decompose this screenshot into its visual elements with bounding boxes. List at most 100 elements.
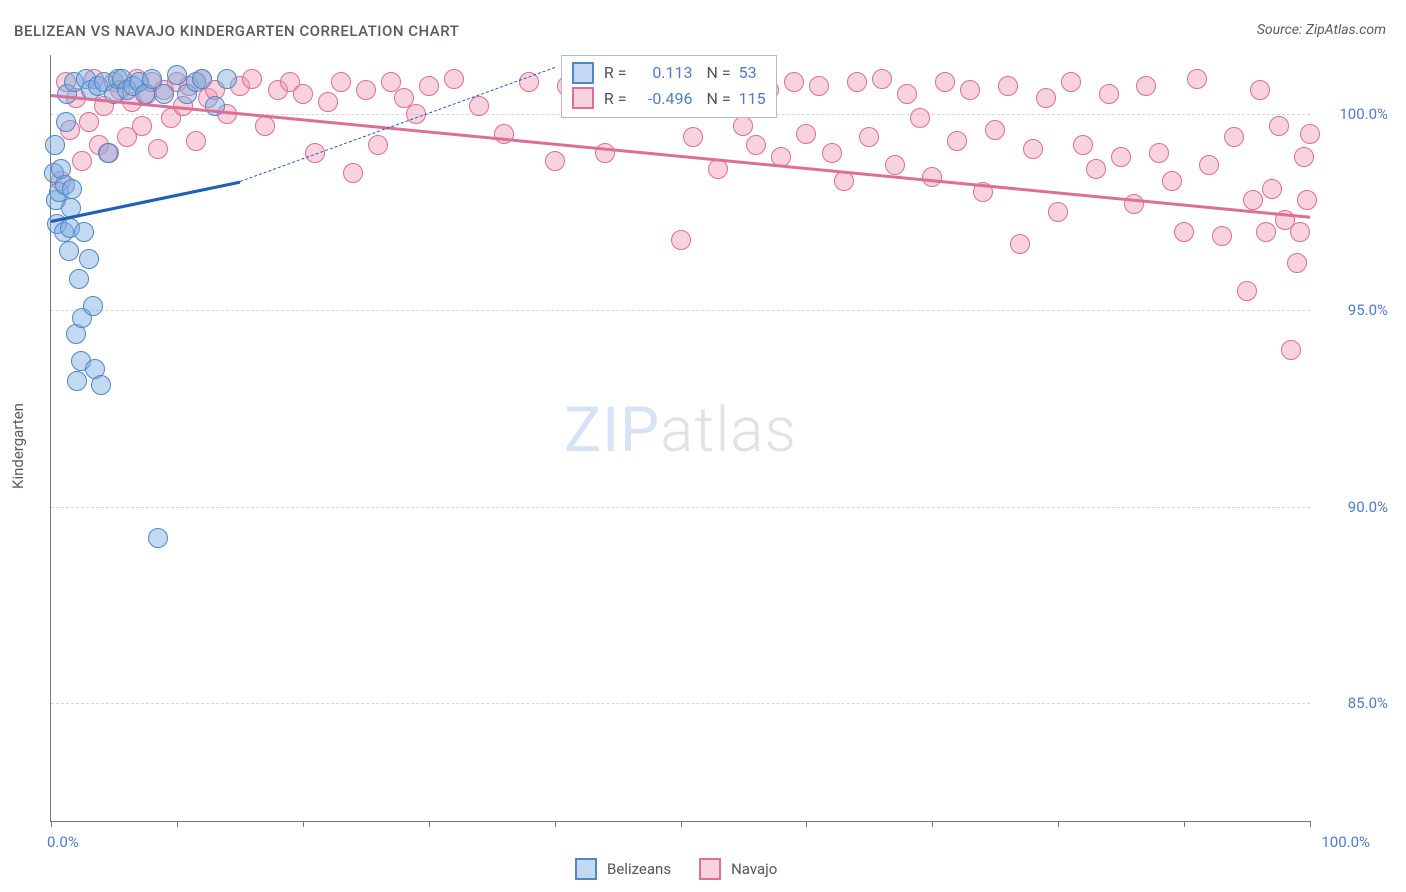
xtick bbox=[177, 821, 178, 827]
scatter-point-navajo bbox=[1073, 135, 1093, 155]
xtick bbox=[681, 821, 682, 827]
scatter-point-navajo bbox=[1256, 222, 1276, 242]
scatter-point-navajo bbox=[897, 84, 917, 104]
scatter-point-navajo bbox=[255, 116, 275, 136]
watermark: ZIPatlas bbox=[564, 394, 797, 467]
scatter-point-navajo bbox=[847, 72, 867, 92]
scatter-point-belizeans bbox=[79, 249, 99, 269]
scatter-point-belizeans bbox=[59, 241, 79, 261]
scatter-point-navajo bbox=[922, 167, 942, 187]
scatter-point-navajo bbox=[1297, 190, 1317, 210]
scatter-point-belizeans bbox=[74, 222, 94, 242]
scatter-point-belizeans bbox=[45, 135, 65, 155]
xtick bbox=[1310, 821, 1311, 827]
scatter-point-navajo bbox=[1048, 202, 1068, 222]
scatter-point-navajo bbox=[368, 135, 388, 155]
stats-row-belizeans: R = 0.113 N = 53 bbox=[572, 60, 766, 86]
scatter-point-navajo bbox=[293, 84, 313, 104]
scatter-point-navajo bbox=[1287, 253, 1307, 273]
gridline bbox=[51, 310, 1310, 311]
r-value: 0.113 bbox=[635, 60, 693, 86]
xtick bbox=[1058, 821, 1059, 827]
legend-item-belizeans: Belizeans bbox=[575, 858, 671, 880]
legend-item-navajo: Navajo bbox=[699, 858, 777, 880]
plot-area: ZIPatlas R = 0.113 N = 53 R = -0.496 N =… bbox=[50, 55, 1310, 822]
scatter-point-navajo bbox=[1187, 69, 1207, 89]
scatter-point-navajo bbox=[545, 151, 565, 171]
ytick-label: 90.0% bbox=[1348, 498, 1388, 516]
gridline bbox=[51, 507, 1310, 508]
scatter-point-navajo bbox=[1149, 143, 1169, 163]
scatter-point-navajo bbox=[1162, 171, 1182, 191]
scatter-point-navajo bbox=[1300, 124, 1320, 144]
scatter-point-navajo bbox=[1290, 222, 1310, 242]
scatter-point-navajo bbox=[419, 76, 439, 96]
xtick bbox=[303, 821, 304, 827]
scatter-point-navajo bbox=[998, 76, 1018, 96]
scatter-point-navajo bbox=[1086, 159, 1106, 179]
swatch-belizeans bbox=[572, 62, 594, 84]
scatter-point-navajo bbox=[1294, 147, 1314, 167]
scatter-point-belizeans bbox=[62, 179, 82, 199]
scatter-point-navajo bbox=[985, 120, 1005, 140]
scatter-point-navajo bbox=[1036, 88, 1056, 108]
scatter-point-navajo bbox=[872, 69, 892, 89]
n-label: N = bbox=[707, 60, 731, 86]
xtick bbox=[429, 821, 430, 827]
n-label: N = bbox=[707, 86, 731, 112]
scatter-point-navajo bbox=[809, 76, 829, 96]
scatter-point-navajo bbox=[469, 96, 489, 116]
scatter-point-navajo bbox=[242, 69, 262, 89]
n-value: 53 bbox=[739, 60, 757, 86]
scatter-point-navajo bbox=[1061, 72, 1081, 92]
scatter-point-belizeans bbox=[98, 143, 118, 163]
scatter-point-navajo bbox=[1199, 155, 1219, 175]
scatter-point-belizeans bbox=[154, 84, 174, 104]
swatch-navajo bbox=[699, 858, 721, 880]
scatter-point-navajo bbox=[885, 155, 905, 175]
scatter-point-belizeans bbox=[69, 269, 89, 289]
watermark-atlas: atlas bbox=[660, 394, 797, 467]
xtick bbox=[1184, 821, 1185, 827]
scatter-point-navajo bbox=[1111, 147, 1131, 167]
xtick bbox=[806, 821, 807, 827]
scatter-point-navajo bbox=[1262, 179, 1282, 199]
swatch-navajo bbox=[572, 87, 594, 109]
scatter-point-navajo bbox=[1212, 226, 1232, 246]
scatter-point-navajo bbox=[186, 131, 206, 151]
scatter-point-navajo bbox=[947, 131, 967, 151]
scatter-point-navajo bbox=[1269, 116, 1289, 136]
scatter-point-navajo bbox=[79, 112, 99, 132]
xtick-label: 100.0% bbox=[1321, 833, 1370, 851]
scatter-point-belizeans bbox=[217, 69, 237, 89]
scatter-point-navajo bbox=[1010, 234, 1030, 254]
scatter-point-navajo bbox=[708, 159, 728, 179]
scatter-point-belizeans bbox=[148, 528, 168, 548]
xtick-label: 0.0% bbox=[47, 833, 79, 851]
legend-bottom: Belizeans Navajo bbox=[575, 858, 777, 880]
scatter-point-navajo bbox=[444, 69, 464, 89]
scatter-point-navajo bbox=[343, 163, 363, 183]
gridline bbox=[51, 703, 1310, 704]
scatter-point-navajo bbox=[1237, 281, 1257, 301]
scatter-point-navajo bbox=[132, 116, 152, 136]
scatter-point-navajo bbox=[1250, 80, 1270, 100]
scatter-point-navajo bbox=[822, 143, 842, 163]
scatter-point-belizeans bbox=[67, 371, 87, 391]
y-axis-label: Kindergarten bbox=[9, 403, 27, 489]
scatter-point-navajo bbox=[683, 127, 703, 147]
scatter-point-navajo bbox=[784, 72, 804, 92]
scatter-point-navajo bbox=[796, 124, 816, 144]
ytick-label: 85.0% bbox=[1348, 694, 1388, 712]
scatter-point-navajo bbox=[72, 151, 92, 171]
stats-box: R = 0.113 N = 53 R = -0.496 N = 115 bbox=[561, 55, 777, 118]
scatter-point-navajo bbox=[1224, 127, 1244, 147]
scatter-point-navajo bbox=[331, 72, 351, 92]
scatter-point-navajo bbox=[1099, 84, 1119, 104]
chart-title: BELIZEAN VS NAVAJO KINDERGARTEN CORRELAT… bbox=[14, 22, 459, 40]
xtick bbox=[932, 821, 933, 827]
n-value: 115 bbox=[739, 86, 766, 112]
scatter-point-belizeans bbox=[91, 375, 111, 395]
ytick-label: 95.0% bbox=[1348, 301, 1388, 319]
scatter-point-navajo bbox=[746, 135, 766, 155]
